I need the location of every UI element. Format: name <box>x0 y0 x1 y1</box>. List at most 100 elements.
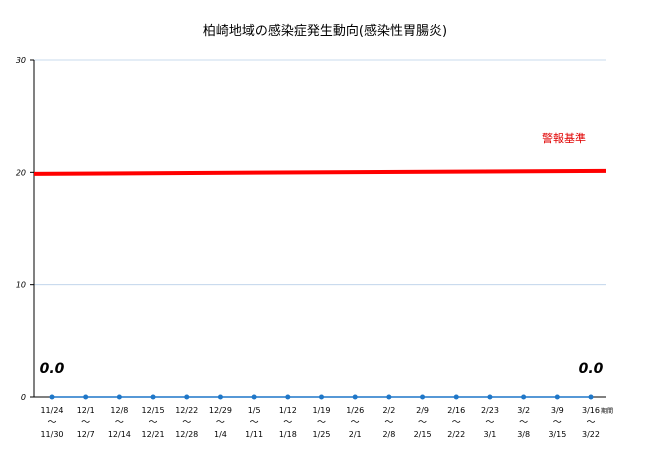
x-tick-separator: ～ <box>149 418 158 428</box>
x-tick-separator: ～ <box>485 418 494 428</box>
x-tick-end: 12/14 <box>108 430 131 439</box>
chart-title: 柏崎地域の感染症発生動向(感染性胃腸炎) <box>202 24 448 39</box>
x-tick-end: 1/25 <box>313 430 331 439</box>
series-group <box>49 394 594 400</box>
x-tick-start: 1/12 <box>279 406 297 415</box>
x-tick-end: 2/8 <box>382 430 395 439</box>
x-tick-end: 3/8 <box>517 430 530 439</box>
x-tick-label: 12/29 ～ 1/4 <box>209 406 232 439</box>
x-tick-separator: ～ <box>351 418 360 428</box>
x-tick-start: 3/2 <box>517 406 530 415</box>
x-tick-label: 2/23 ～ 3/1 <box>481 406 499 439</box>
x-tick-label: 3/2 ～ 3/8 <box>517 406 530 439</box>
x-tick-start: 12/29 <box>209 406 232 415</box>
x-tick-end: 12/7 <box>77 430 95 439</box>
x-tick-end: 2/15 <box>414 430 432 439</box>
data-point <box>588 394 594 400</box>
x-tick-label: 1/19 ～ 1/25 <box>313 406 331 439</box>
y-tick-labels: 0 10 20 30 <box>16 56 26 402</box>
x-tick-end: 1/4 <box>214 430 227 439</box>
x-tick-separator: ～ <box>283 418 292 428</box>
data-label: 0.0 <box>579 361 604 377</box>
x-tick-label: 2/16 ～ 2/22 <box>447 406 465 439</box>
x-tick-label: 2/9 ～ 2/15 <box>414 406 432 439</box>
x-tick-label: 12/22 ～ 12/28 <box>175 406 198 439</box>
data-point <box>352 394 358 400</box>
x-tick-start: 2/9 <box>416 406 429 415</box>
alert-threshold-line <box>33 168 607 176</box>
y-tick-label: 30 <box>16 56 26 65</box>
x-tick-start: 1/26 <box>346 406 364 415</box>
x-tick-label: 11/24 ～ 11/30 <box>40 406 63 439</box>
x-tick-end: 11/30 <box>40 430 63 439</box>
y-tick-label: 20 <box>16 168 26 177</box>
data-point <box>319 394 324 400</box>
x-tick-separator: ～ <box>216 418 225 428</box>
x-tick-end: 2/22 <box>447 430 465 439</box>
data-point <box>150 394 156 400</box>
x-tick-start: 11/24 <box>40 406 63 415</box>
x-tick-label: 1/12 ～ 1/18 <box>279 406 297 439</box>
x-tick-label: 3/16 ～ 3/22 <box>582 406 600 439</box>
x-tick-end: 12/28 <box>175 430 198 439</box>
x-tick-start: 1/19 <box>313 406 331 415</box>
x-tick-end: 3/15 <box>548 430 566 439</box>
x-tick-end: 2/1 <box>349 430 362 439</box>
data-point <box>217 394 223 400</box>
data-point <box>116 394 122 400</box>
x-tick-separator: ～ <box>317 418 326 428</box>
x-tick-start: 2/16 <box>447 406 465 415</box>
data-label: 0.0 <box>40 361 65 377</box>
x-tick-separator: ～ <box>586 418 595 428</box>
x-unit-label: 期間 <box>601 407 613 415</box>
x-tick-start: 12/22 <box>175 406 198 415</box>
x-tick-separator: ～ <box>384 418 393 428</box>
x-tick-end: 1/11 <box>245 430 263 439</box>
x-tick-separator: ～ <box>47 418 56 428</box>
x-tick-start: 1/5 <box>248 406 261 415</box>
x-tick-separator: ～ <box>452 418 461 428</box>
x-tick-separator: ～ <box>418 418 427 428</box>
x-tick-label: 2/2 ～ 2/8 <box>382 406 395 439</box>
x-tick-start: 3/9 <box>551 406 564 415</box>
data-point <box>49 394 55 400</box>
x-tick-end: 3/22 <box>582 430 600 439</box>
alert-threshold-label: 警報基準 <box>542 131 586 145</box>
data-point <box>251 394 257 400</box>
x-tick-label: 12/15 ～ 12/21 <box>142 406 165 439</box>
x-tick-end: 1/18 <box>279 430 297 439</box>
data-point <box>554 394 560 400</box>
x-tick-label: 12/1 ～ 12/7 <box>77 406 95 439</box>
axes <box>30 59 606 398</box>
x-tick-start: 3/16 <box>582 406 600 415</box>
x-tick-start: 12/1 <box>77 406 95 415</box>
x-tick-separator: ～ <box>553 418 562 428</box>
data-point <box>521 394 527 400</box>
x-tick-label: 1/5 ～ 1/11 <box>245 406 263 439</box>
x-tick-label: 12/8 ～ 12/14 <box>108 406 131 439</box>
x-tick-separator: ～ <box>519 418 528 428</box>
x-tick-end: 12/21 <box>142 430 165 439</box>
data-point <box>487 394 493 400</box>
data-point <box>285 394 291 400</box>
data-point <box>184 394 190 400</box>
x-tick-start: 2/2 <box>382 406 395 415</box>
x-tick-label: 1/26 ～ 2/1 <box>346 406 364 439</box>
data-point <box>83 394 89 400</box>
x-tick-labels: 11/24～11/3012/1～12/712/8～12/1412/15～12/2… <box>40 406 613 439</box>
x-tick-separator: ～ <box>115 418 124 428</box>
x-tick-separator: ～ <box>81 418 90 428</box>
x-tick-separator: ～ <box>182 418 191 428</box>
y-tick-label: 10 <box>16 281 26 290</box>
x-tick-label: 3/9 ～ 3/15 <box>548 406 566 439</box>
data-labels: 0.0 0.0 <box>40 361 604 377</box>
data-point <box>420 394 426 400</box>
y-tick-label: 0 <box>21 393 26 402</box>
x-tick-start: 12/15 <box>142 406 165 415</box>
data-point <box>453 394 459 400</box>
x-tick-start: 2/23 <box>481 406 499 415</box>
data-point <box>386 394 392 400</box>
x-tick-start: 12/8 <box>110 406 128 415</box>
x-tick-separator: ～ <box>250 418 259 428</box>
